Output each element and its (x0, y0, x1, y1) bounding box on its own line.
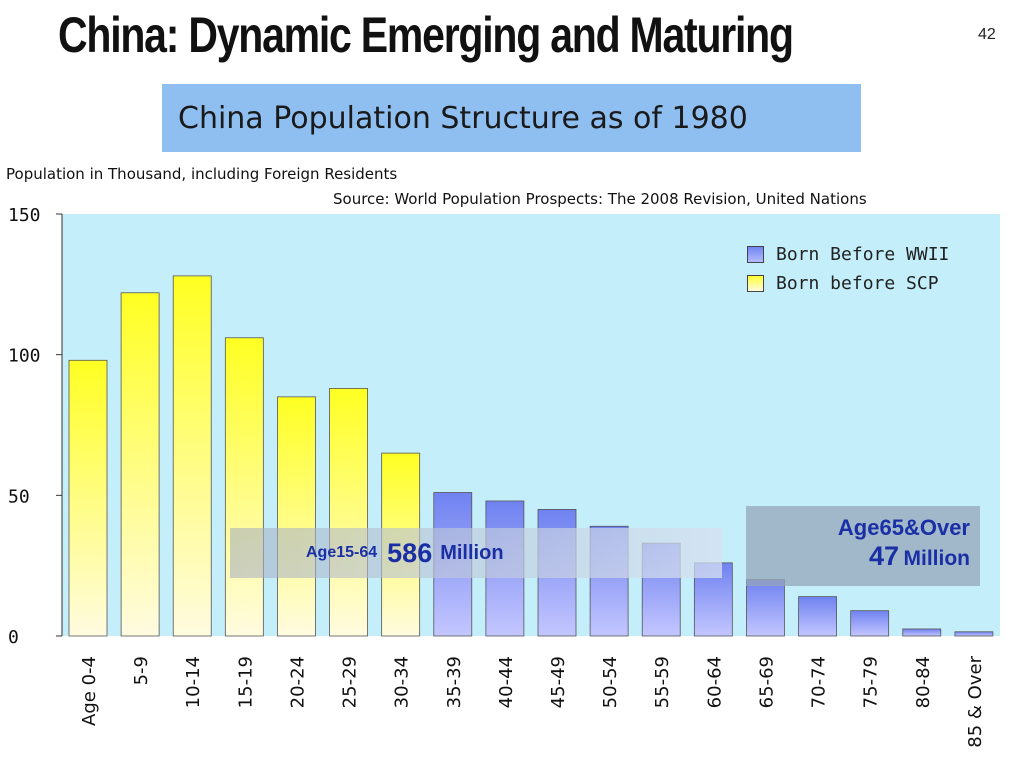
y-tick-label: 100 (8, 346, 41, 367)
slide-title: China: Dynamic Emerging and Maturing (58, 7, 794, 63)
x-tick-label: 70-74 (809, 656, 830, 708)
annotation-unit: Million (440, 541, 504, 564)
bar-85-over (954, 631, 994, 637)
legend-label: Born Before WWII (776, 244, 950, 265)
y-tick-label: 0 (8, 627, 19, 648)
bar-65-69 (746, 579, 785, 637)
legend: Born Before WWII Born before SCP (747, 240, 949, 298)
annotation-value: 586 (387, 537, 433, 568)
bar-70-74 (798, 596, 837, 637)
y-tick-label: 150 (8, 205, 41, 226)
annotation-value: 47 (869, 541, 900, 571)
y-axis-label: Population in Thousand, including Foreig… (6, 165, 398, 183)
legend-item-born-before-wwii: Born Before WWII (747, 240, 949, 269)
annotation-working-age: Age15-64 586 Million (230, 528, 722, 578)
annotation-label: Age65&Over (837, 515, 970, 540)
source-note: Source: World Population Prospects: The … (333, 190, 867, 208)
x-tick-label: 85 & Over (965, 655, 986, 747)
bar-5-9 (120, 292, 160, 637)
bar-80-84 (902, 628, 942, 637)
x-tick-label: 45-49 (548, 656, 569, 708)
legend-swatch-yellow (747, 275, 764, 292)
legend-label: Born before SCP (776, 273, 939, 294)
x-tick-label: 5-9 (131, 656, 152, 685)
annotation-elderly: Age65&Over 47 Million (746, 506, 980, 586)
x-tick-label: 75-79 (861, 656, 882, 708)
x-tick-label: 65-69 (756, 656, 777, 708)
x-tick-label: 10-14 (183, 656, 204, 708)
x-tick-label: 25-29 (340, 656, 361, 708)
legend-swatch-blue (747, 246, 764, 263)
x-tick-label: 30-34 (392, 656, 413, 708)
page-number: 42 (978, 26, 996, 43)
bar-age-0-4 (68, 359, 108, 637)
chart-title: China Population Structure as of 1980 (162, 84, 861, 152)
bar-20-24 (277, 396, 316, 637)
bar-15-19 (224, 337, 264, 637)
legend-item-born-before-scp: Born before SCP (747, 269, 949, 298)
bar-10-14 (172, 275, 212, 637)
x-tick-label: 40-44 (496, 656, 517, 708)
x-tick-label: 80-84 (913, 656, 934, 708)
y-tick-label: 50 (8, 486, 30, 507)
annotation-label: Age15-64 (306, 544, 378, 561)
x-tick-label: 50-54 (600, 656, 621, 708)
x-tick-label: 20-24 (287, 656, 308, 708)
x-tick-label: 35-39 (444, 656, 465, 708)
bar-25-29 (329, 388, 368, 637)
x-tick-label: 55-59 (652, 656, 673, 708)
annotation-unit: Million (903, 547, 971, 570)
x-tick-label: Age 0-4 (79, 656, 100, 726)
bar-75-79 (850, 610, 890, 637)
x-tick-label: 60-64 (704, 656, 725, 708)
x-tick-label: 15-19 (235, 656, 256, 708)
